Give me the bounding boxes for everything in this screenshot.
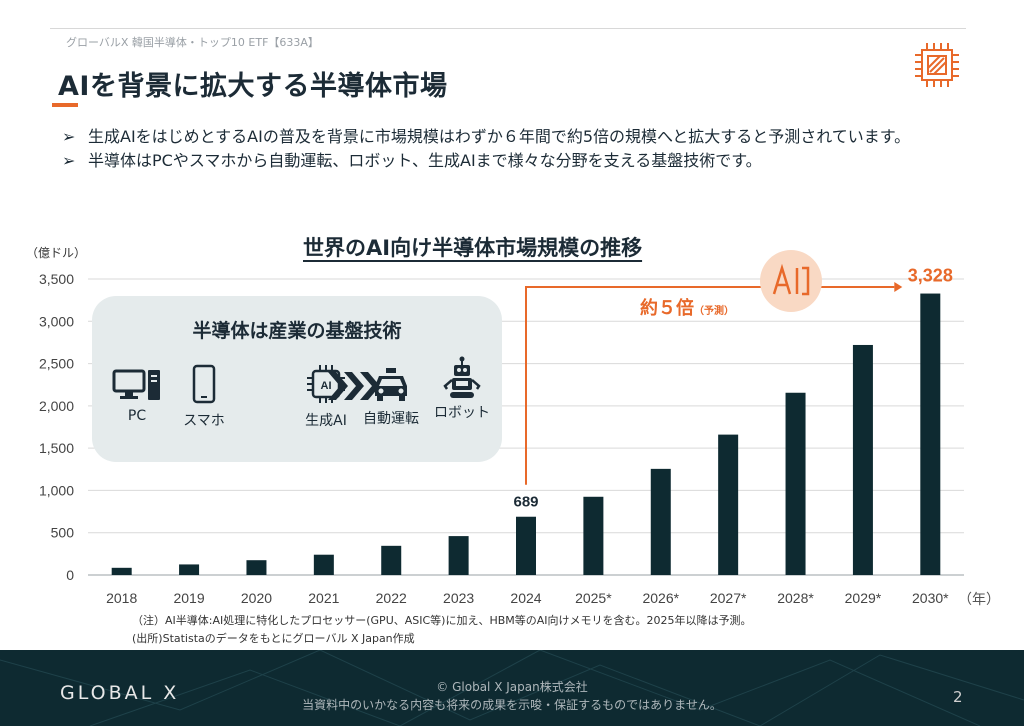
bar: [852, 344, 873, 575]
bullet-arrow-icon: ➢: [62, 127, 76, 146]
header-rule: [50, 28, 966, 29]
x-tick-label: 2018: [106, 590, 137, 606]
bar: [381, 545, 402, 575]
y-tick-label: 1,500: [39, 440, 74, 456]
bullet-item: ➢ 半導体はPCやスマホから自動運転、ロボット、生成AIまで様々な分野を支える基…: [62, 149, 982, 173]
x-tick-label: 2030*: [912, 590, 949, 606]
data-label: 689: [513, 494, 538, 511]
bar: [448, 536, 469, 575]
growth-main: 約５倍: [640, 298, 694, 319]
data-label: 3,328: [908, 266, 953, 286]
ai-badge: [760, 250, 822, 312]
growth-arrowhead: [894, 282, 903, 292]
summary-bullets: ➢ 生成AIをはじめとするAIの普及を背景に市場規模はわずか６年間で約5倍の規模…: [62, 125, 982, 173]
industry-panel: 半導体は産業の基盤技術 PC スマホ AI: [92, 296, 502, 462]
bullet-arrow-icon: ➢: [62, 151, 76, 170]
bar: [313, 554, 334, 575]
ai-chip-icon: AI: [307, 365, 345, 403]
bar: [785, 392, 806, 575]
bar: [718, 434, 739, 575]
global-x-logo: GLOBAL X: [60, 682, 180, 704]
bar: [516, 516, 536, 575]
chart-notes: （注）AI半導体:AI処理に特化したプロセッサー(GPU、ASIC等)に加え、H…: [132, 612, 752, 648]
copyright-text: © Global X Japan株式会社: [436, 680, 588, 694]
y-tick-label: 3,500: [39, 271, 74, 287]
robot-icon: [443, 356, 481, 398]
panel-item-label: 生成AI: [305, 413, 347, 429]
smartphone-icon: [192, 364, 216, 404]
pc-icon: [112, 369, 160, 400]
panel-item-smartphone: スマホ: [176, 364, 232, 430]
y-axis-unit: （億ドル）: [26, 246, 87, 260]
x-tick-label: 2027*: [710, 590, 747, 606]
bar: [650, 468, 671, 575]
bar: [179, 564, 200, 575]
footer-copyright: © Global X Japan株式会社 当資料中のいかなる内容も将来の成果を示…: [0, 678, 1024, 714]
bullet-text: 生成AIをはじめとするAIの普及を背景に市場規模はわずか６年間で約5倍の規模へと…: [88, 127, 911, 146]
note-line: （注）AI半導体:AI処理に特化したプロセッサー(GPU、ASIC等)に加え、H…: [132, 614, 752, 627]
x-tick-label: 2025*: [575, 590, 612, 606]
page-title: AIを背景に拡大する半導体市場: [58, 71, 448, 102]
chip-icon: [915, 43, 959, 87]
panel-item-label: スマホ: [183, 413, 225, 429]
panel-title: 半導体は産業の基盤技術: [192, 320, 402, 342]
x-tick-label: 2023: [443, 590, 474, 606]
growth-note: （予測）: [694, 306, 734, 317]
ai-icon: [772, 263, 810, 296]
footer: GLOBAL X © Global X Japan株式会社 当資料中のいかなる内…: [0, 650, 1024, 726]
panel-item-autonomous-driving: 自動運転: [358, 366, 424, 428]
panel-item-generative-ai: AI 生成AI: [298, 364, 354, 430]
y-tick-label: 2,000: [39, 398, 74, 414]
bar: [111, 567, 132, 575]
y-tick-label: 3,000: [39, 313, 74, 329]
y-tick-label: 0: [66, 567, 74, 583]
bar: [583, 496, 604, 575]
panel-item-label: PC: [127, 408, 147, 424]
note-line: (出所)Statistaのデータをもとにグローバル X Japan作成: [132, 632, 415, 645]
panel-item-label: ロボット: [434, 405, 490, 421]
panel-item-pc: PC: [112, 368, 162, 424]
bullet-item: ➢ 生成AIをはじめとするAIの普及を背景に市場規模はわずか６年間で約5倍の規模…: [62, 125, 982, 149]
disclaimer-text: 当資料中のいかなる内容も将来の成果を示唆・保証するものではありません。: [302, 698, 722, 712]
fund-subtitle: グローバルX 韓国半導体・トップ10 ETF【633A】: [66, 36, 319, 49]
x-tick-label: 2022: [376, 590, 407, 606]
x-tick-label: 2020: [241, 590, 272, 606]
x-axis-unit: （年）: [958, 592, 1000, 608]
car-icon: [375, 368, 407, 401]
growth-annotation: 約５倍（予測）: [640, 294, 734, 320]
y-tick-label: 2,500: [39, 356, 74, 372]
bar: [920, 293, 941, 575]
panel-item-label: 自動運転: [363, 411, 419, 427]
svg-text:AI: AI: [321, 380, 332, 392]
chart-title: 世界のAI向け半導体市場規模の推移: [303, 236, 643, 260]
y-tick-label: 1,000: [39, 482, 74, 498]
bullet-text: 半導体はPCやスマホから自動運転、ロボット、生成AIまで様々な分野を支える基盤技…: [88, 151, 762, 170]
bar: [246, 560, 267, 575]
x-tick-label: 2019: [173, 590, 204, 606]
x-tick-label: 2028*: [777, 590, 814, 606]
title-accent-bar: [52, 103, 78, 107]
x-tick-label: 2026*: [642, 590, 679, 606]
footer-network-pattern: [0, 650, 1024, 726]
page-number: 2: [953, 688, 963, 706]
x-tick-label: 2029*: [845, 590, 882, 606]
y-tick-label: 500: [51, 525, 75, 541]
x-tick-label: 2021: [308, 590, 339, 606]
panel-item-robot: ロボット: [430, 356, 494, 422]
x-tick-label: 2024: [510, 590, 541, 606]
